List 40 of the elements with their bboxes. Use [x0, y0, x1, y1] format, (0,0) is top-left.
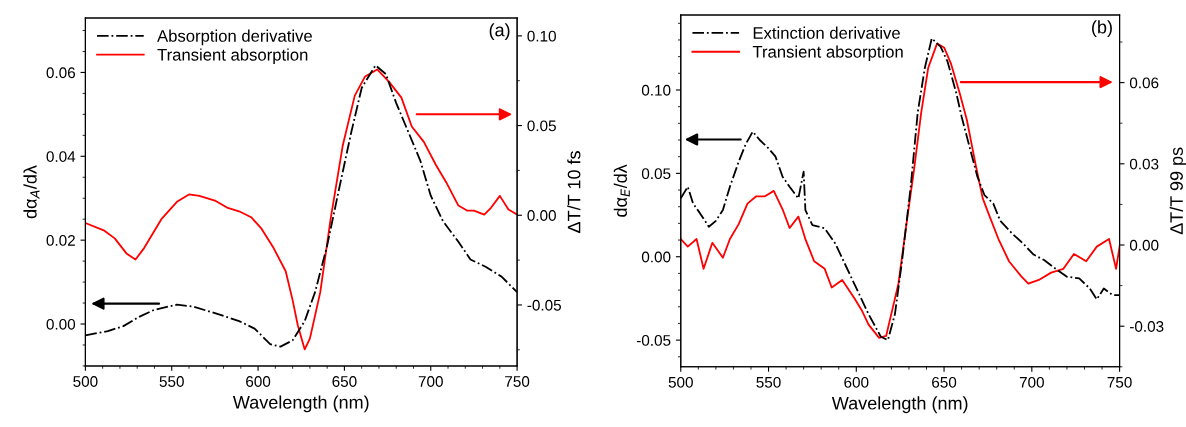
x-tick-label: 650 [332, 376, 357, 387]
x-tick-label: 700 [1019, 376, 1044, 388]
annotation: (a) [489, 23, 510, 40]
legend-label: Absorption derivative [157, 29, 312, 46]
y-tick-label: 0.04 [46, 151, 76, 162]
y-tick-label: 0.06 [46, 67, 75, 79]
y2-tick-label: -0.03 [1129, 321, 1164, 332]
x-tick-label: 550 [159, 376, 184, 387]
x-tick-label: 750 [505, 376, 530, 387]
y-tick-label: 0.00 [641, 251, 671, 263]
x-tick-label: 600 [844, 376, 869, 388]
legend-label: Transient absorption [157, 48, 308, 65]
x-axis-title: Wavelength (nm) [831, 396, 968, 414]
y2-tick-label: 0.10 [527, 30, 556, 42]
annotation: (b) [1092, 20, 1112, 38]
y-tick-label: -0.05 [636, 334, 671, 346]
legend-label: Extinction derivative [753, 26, 900, 39]
x-tick-label: 700 [418, 376, 443, 387]
y2-tick-label: -0.05 [527, 299, 561, 311]
x-tick-label: 500 [668, 376, 693, 388]
y-axis-title: dα$_{A}$/dλ [23, 165, 40, 219]
y2-axis-title: ΔT/T 99 ps [1169, 147, 1186, 235]
x-tick-label: 500 [73, 376, 98, 387]
y-tick-label: 0.00 [46, 318, 76, 330]
y2-tick-label: 0.05 [527, 120, 556, 132]
x-tick-label: 650 [932, 376, 957, 388]
y2-tick-label: 0.00 [1129, 239, 1159, 251]
y-tick-label: 0.02 [46, 235, 75, 246]
x-axis-title: Wavelength (nm) [232, 395, 369, 413]
x-tick-label: 550 [756, 376, 781, 388]
y2-axis-title: ΔT/T 10 fs [567, 151, 581, 233]
legend-label: Transient absorption [752, 45, 903, 62]
y-tick-label: 0.10 [641, 84, 671, 96]
x-tick-label: 750 [1107, 376, 1132, 388]
y-axis-title: dα$_{E}$/dλ [613, 164, 630, 217]
y2-tick-label: 0.03 [1129, 158, 1159, 170]
y2-tick-label: 0.06 [1129, 77, 1159, 89]
y2-tick-label: 0.00 [527, 210, 556, 221]
y-tick-label: 0.05 [641, 168, 671, 180]
x-tick-label: 600 [246, 376, 271, 387]
